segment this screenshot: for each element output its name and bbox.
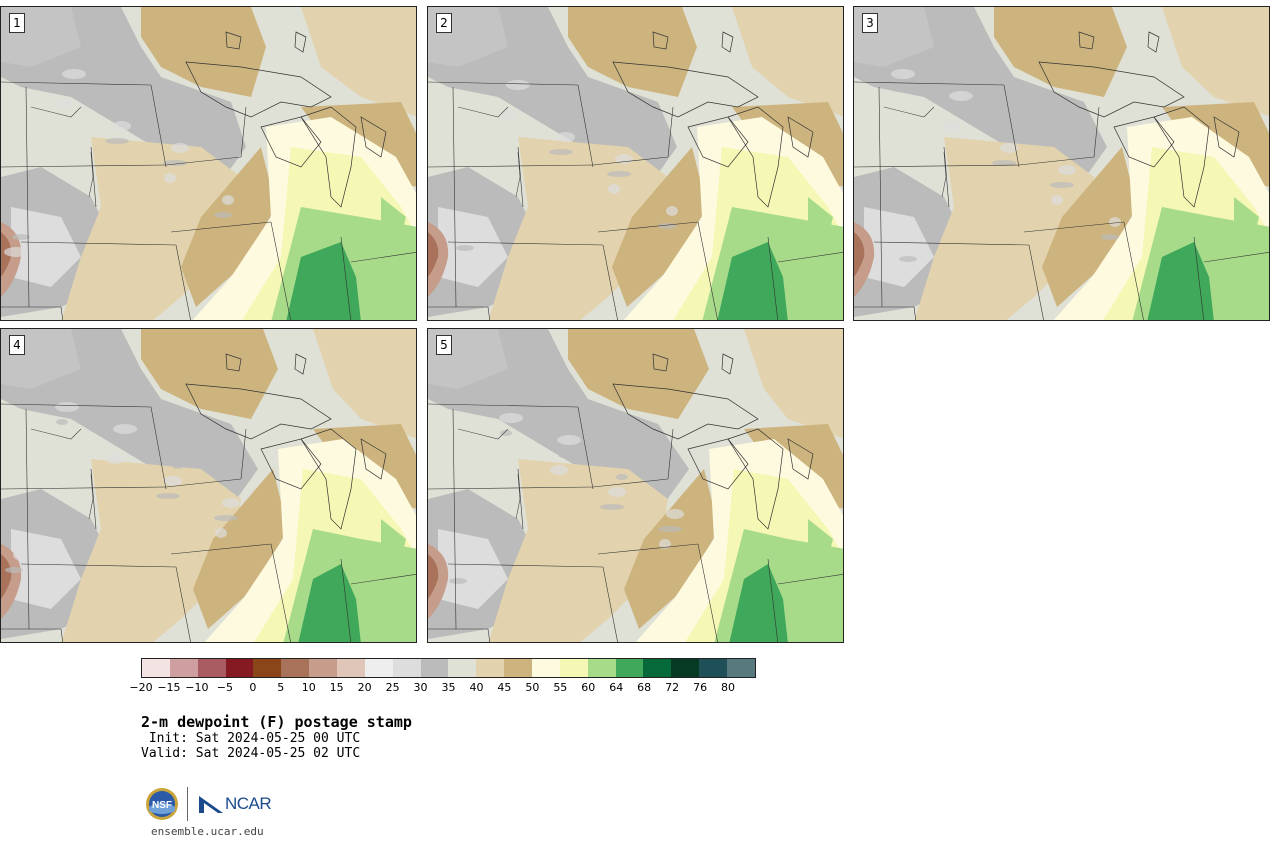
- colorbar-swatch: [142, 659, 170, 677]
- colorbar-tick-label: 5: [277, 681, 285, 694]
- colorbar-tick-label: −10: [185, 681, 209, 694]
- colorbar-swatch: [281, 659, 310, 677]
- colorbar-tick-label: −5: [216, 681, 233, 694]
- colorbar-tick-label: 40: [469, 681, 484, 694]
- panel-number: 5: [436, 335, 452, 355]
- colorbar-swatch: [727, 659, 755, 677]
- ensemble-member-panel-2: 2: [427, 6, 844, 321]
- colorbar-swatch: [253, 659, 282, 677]
- colorbar-tick-label: 76: [693, 681, 708, 694]
- colorbar-tick-label: −15: [157, 681, 181, 694]
- colorbar-swatch: [643, 659, 672, 677]
- colorbar-swatch: [448, 659, 477, 677]
- colorbar-tick-label: 0: [249, 681, 257, 694]
- colorbar-tick-label: 35: [441, 681, 456, 694]
- ensemble-member-panel-1: 1: [0, 6, 417, 321]
- dewpoint-map-3: [854, 7, 1269, 320]
- colorbar-swatch: [504, 659, 533, 677]
- colorbar-tick-labels: −20 −15 −10 −5 0 5 10 15 20 25 30 35 40 45 50 55 60 64 68 7…: [129, 681, 756, 695]
- colorbar-swatch: [392, 659, 421, 677]
- colorbar-swatch: [225, 659, 254, 677]
- dewpoint-colorbar: [141, 658, 756, 678]
- colorbar-swatch: [559, 659, 588, 677]
- dewpoint-map-2: [428, 7, 843, 320]
- colorbar-tick-label: 10: [301, 681, 316, 694]
- colorbar-swatch: [587, 659, 616, 677]
- colorbar-tick-label: 60: [581, 681, 596, 694]
- colorbar-swatch: [476, 659, 505, 677]
- ncar-wing-icon: [199, 796, 223, 813]
- colorbar-swatch: [197, 659, 226, 677]
- colorbar-tick-label: 45: [497, 681, 512, 694]
- colorbar-tick-label: 64: [609, 681, 624, 694]
- colorbar-swatch: [309, 659, 338, 677]
- colorbar-swatch: [169, 659, 198, 677]
- dewpoint-map-1: [1, 7, 416, 320]
- ensemble-member-panel-5: 5: [427, 328, 844, 643]
- ncar-logo: NCAR: [198, 794, 272, 814]
- colorbar-swatch: [364, 659, 393, 677]
- colorbar-tick-label: 20: [357, 681, 372, 694]
- colorbar-tick-label: 55: [553, 681, 568, 694]
- colorbar-tick-label: 50: [525, 681, 540, 694]
- dewpoint-map-4: [1, 329, 416, 642]
- colorbar-tick-label: 25: [385, 681, 400, 694]
- colorbar-swatch: [615, 659, 644, 677]
- colorbar-tick-label: 80: [721, 681, 736, 694]
- colorbar-swatch: [420, 659, 449, 677]
- plot-title: 2-m dewpoint (F) postage stamp: [141, 713, 412, 731]
- colorbar-tick-label: 68: [637, 681, 652, 694]
- colorbar-tick-label: 30: [413, 681, 428, 694]
- ensemble-member-panel-4: 4: [0, 328, 417, 643]
- valid-time: Valid: Sat 2024-05-25 02 UTC: [141, 746, 361, 761]
- colorbar-tick-label: −20: [129, 681, 153, 694]
- init-time: Init: Sat 2024-05-25 00 UTC: [141, 731, 361, 746]
- ncar-logo-text: NCAR: [225, 794, 272, 813]
- sponsor-logos: NSF NCAR: [145, 786, 272, 822]
- site-url: ensemble.ucar.edu: [151, 825, 264, 838]
- dewpoint-map-5: [428, 329, 843, 642]
- colorbar-tick-label: 15: [329, 681, 344, 694]
- colorbar-swatch: [699, 659, 728, 677]
- panel-number: 1: [9, 13, 25, 33]
- panel-number: 3: [862, 13, 878, 33]
- colorbar-swatch: [337, 659, 365, 677]
- colorbar-swatch: [671, 659, 700, 677]
- colorbar-swatch: [532, 659, 560, 677]
- panel-number: 4: [9, 335, 25, 355]
- svg-text:NSF: NSF: [152, 800, 172, 811]
- colorbar-tick-label: 72: [665, 681, 680, 694]
- ensemble-member-panel-3: 3: [853, 6, 1270, 321]
- logo-divider: [187, 787, 188, 821]
- panel-number: 2: [436, 13, 452, 33]
- nsf-logo-icon: NSF: [146, 788, 178, 820]
